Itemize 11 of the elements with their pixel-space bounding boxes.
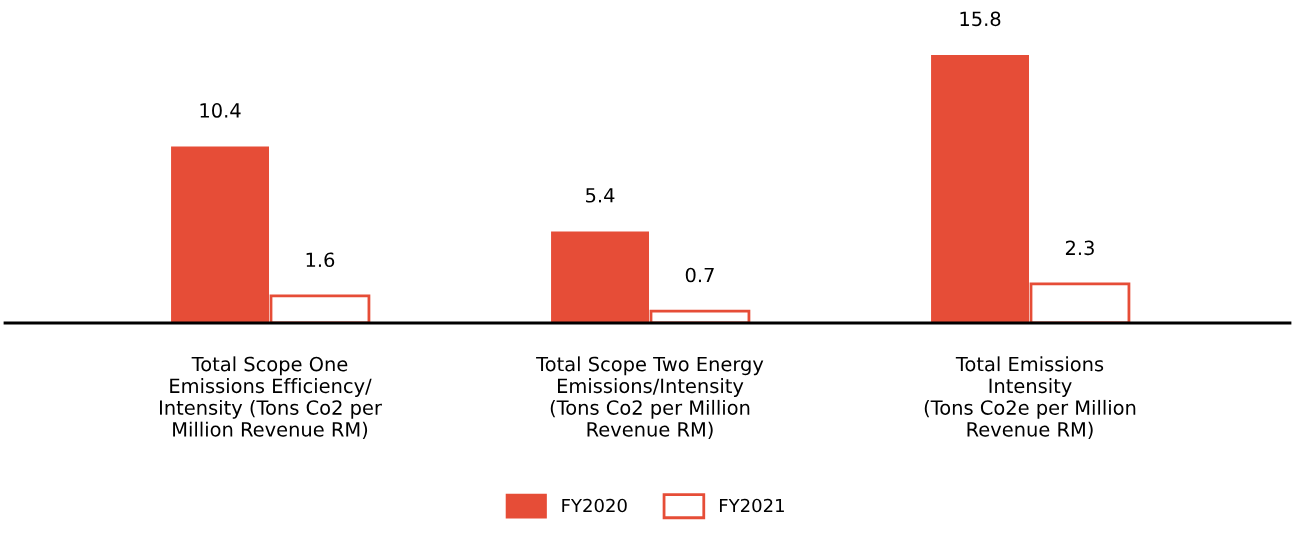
data-label: 15.8 bbox=[960, 11, 1001, 27]
x-tick-label: Total Emissions Intensity (Tons Co2e per Million Revenue RM) bbox=[924, 356, 1136, 439]
x-tick-label: Total Scope Two Energy Emissions/Intensity (Tons Co2 per Million Revenue RM) bbox=[536, 356, 764, 439]
x-tick-label: Total Scope One Emissions Efficiency/ Intensity (Tons Co2 per Million Revenue RM) bbox=[159, 356, 382, 439]
data-label: 2.3 bbox=[1065, 240, 1094, 256]
data-label: 0.7 bbox=[685, 267, 714, 283]
data-label: 10.4 bbox=[200, 103, 241, 118]
data-label: 5.4 bbox=[586, 188, 615, 203]
legend-label: FY2021 bbox=[719, 498, 784, 513]
data-label: 1.6 bbox=[306, 252, 335, 268]
legend-label: FY2020 bbox=[562, 498, 627, 513]
